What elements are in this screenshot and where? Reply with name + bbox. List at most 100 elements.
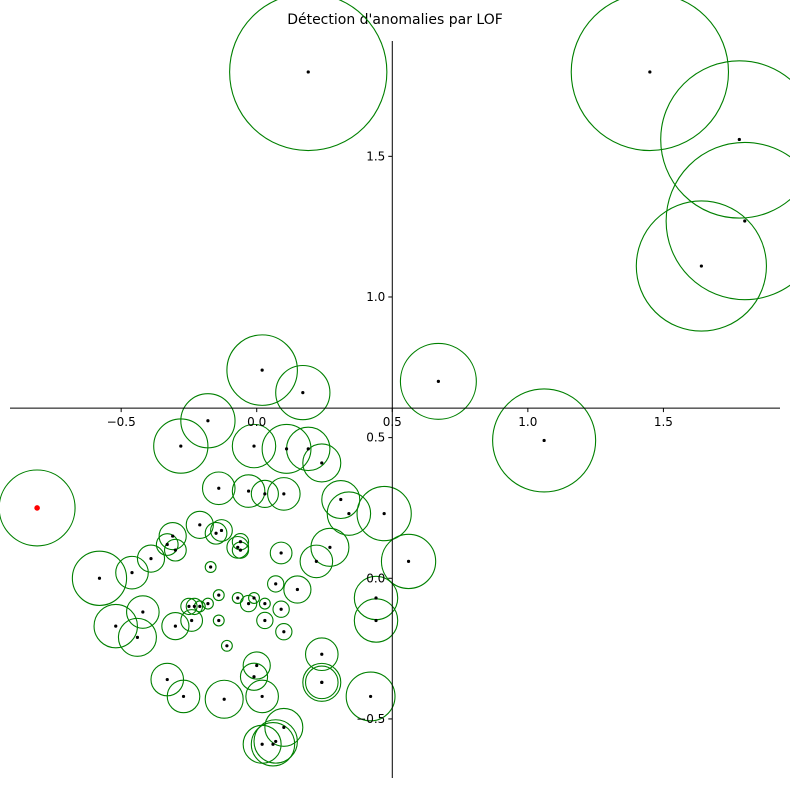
data-point <box>271 742 275 746</box>
score-circle <box>275 364 331 421</box>
score-circle <box>258 597 271 610</box>
score-circle <box>212 614 225 627</box>
data-point <box>301 391 305 395</box>
data-point <box>374 596 378 600</box>
data-point <box>255 663 259 668</box>
score-circle <box>229 0 388 152</box>
data-point <box>97 576 102 580</box>
data-point <box>222 697 226 701</box>
y-tick-label: −0.5 <box>356 712 385 726</box>
data-point <box>436 379 440 383</box>
data-point <box>209 565 213 569</box>
score-circle <box>380 533 437 590</box>
score-circle <box>210 519 233 542</box>
data-point <box>181 694 186 699</box>
score-circle <box>161 611 190 641</box>
score-circle <box>665 141 790 301</box>
score-circle <box>264 707 304 747</box>
outlier-score-circle <box>0 469 76 547</box>
data-point <box>279 551 283 555</box>
data-point <box>260 368 264 372</box>
score-circle <box>185 510 214 539</box>
score-circle <box>204 679 244 719</box>
data-point <box>246 489 251 493</box>
score-circle <box>204 521 228 545</box>
score-circle <box>345 671 396 722</box>
data-point <box>320 461 324 465</box>
score-circle <box>93 603 138 649</box>
score-circle <box>570 0 730 152</box>
data-point <box>206 601 210 606</box>
score-circle <box>117 617 157 657</box>
score-circle <box>115 555 149 590</box>
score-circle <box>226 334 298 406</box>
score-circle <box>153 418 209 474</box>
data-point <box>114 624 118 628</box>
data-point <box>382 511 386 516</box>
y-tick-label: 1.5 <box>366 149 385 163</box>
data-point <box>149 556 153 561</box>
score-circle <box>250 722 296 767</box>
score-circle <box>201 471 236 506</box>
score-circle <box>158 521 187 551</box>
score-circle <box>299 544 334 579</box>
score-circle <box>326 491 372 536</box>
score-circle <box>283 575 312 604</box>
data-point <box>252 675 256 679</box>
data-point <box>282 630 286 634</box>
score-circle <box>166 679 201 714</box>
data-point <box>217 593 221 597</box>
data-point <box>648 70 652 74</box>
data-point <box>217 486 221 490</box>
score-circle <box>302 662 342 702</box>
score-circle <box>180 609 204 632</box>
data-point <box>246 601 251 606</box>
score-circle <box>250 479 279 508</box>
x-tick-label: −0.5 <box>107 415 136 429</box>
data-point <box>198 604 202 609</box>
data-point <box>171 534 175 538</box>
data-point <box>179 444 183 448</box>
data-point <box>225 644 229 648</box>
score-circle <box>220 639 233 652</box>
data-point <box>135 635 140 639</box>
score-circle <box>256 611 274 630</box>
score-circle <box>212 589 225 602</box>
data-point <box>406 559 411 564</box>
score-circle <box>180 597 198 616</box>
data-point <box>320 652 324 656</box>
data-point <box>699 264 703 268</box>
data-point <box>274 739 278 744</box>
score-circle <box>635 200 767 332</box>
data-point <box>274 582 278 586</box>
data-point <box>314 559 318 564</box>
data-point <box>260 742 264 746</box>
score-circle <box>267 575 285 593</box>
data-point <box>542 438 546 443</box>
data-point <box>263 601 267 606</box>
data-point <box>236 596 240 600</box>
score-circle <box>204 561 217 573</box>
chart-title: Détection d'anomalies par LOF <box>287 12 503 28</box>
score-circle <box>321 479 361 520</box>
points-layer <box>34 70 747 746</box>
data-point <box>347 511 351 516</box>
data-point <box>238 548 243 552</box>
data-point <box>198 523 202 527</box>
axes-layer: −0.5 0.0 0.5 1.0 1.5 −0.5 0.0 0.5 1.0 1.5 <box>10 41 780 778</box>
data-point <box>217 618 221 623</box>
data-point <box>187 604 191 609</box>
data-point <box>263 492 267 496</box>
data-point <box>165 677 169 682</box>
data-point <box>252 444 256 448</box>
data-point <box>328 545 332 549</box>
score-circle <box>231 474 266 508</box>
data-point <box>192 604 196 609</box>
data-point <box>282 492 286 496</box>
data-point <box>306 447 310 451</box>
x-tick-label: 0.0 <box>247 415 266 429</box>
score-circle <box>239 594 258 613</box>
x-tick-label: 1.5 <box>654 415 673 429</box>
score-circle <box>660 60 790 219</box>
